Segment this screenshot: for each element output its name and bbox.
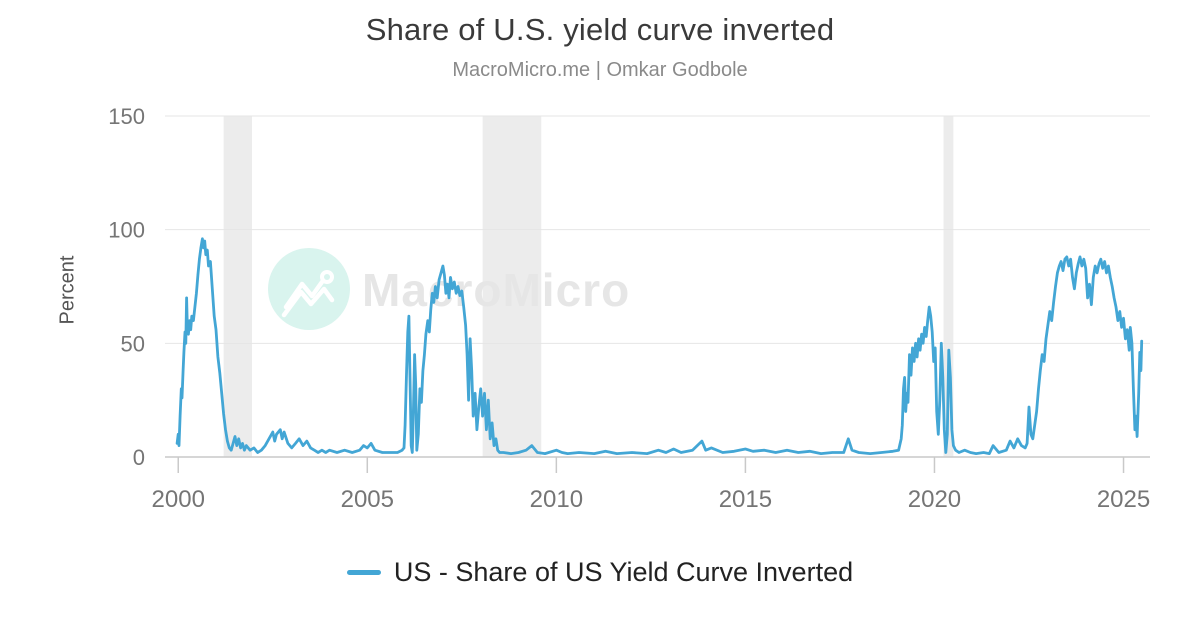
logo-zigzag-icon <box>283 279 325 310</box>
series-line-us-yield-curve[interactable] <box>175 237 1144 455</box>
watermark-text: MacroMicro <box>362 264 630 316</box>
chart-subtitle: MacroMicro.me | Omkar Godbole <box>452 59 748 81</box>
chart-title: Share of U.S. yield curve inverted <box>365 12 835 47</box>
x-tick-label: 2005 <box>341 486 394 513</box>
legend-item-us[interactable]: US - Share of US Yield Curve Inverted <box>346 556 854 588</box>
y-tick-label: 50 <box>121 331 145 356</box>
legend-swatch-icon <box>346 569 381 575</box>
x-tick-label: 2000 <box>152 486 205 513</box>
y-tick-label: 150 <box>108 104 145 129</box>
recession-band <box>223 116 252 457</box>
x-tick-label: 2025 <box>1097 486 1150 513</box>
y-tick-label: 100 <box>108 218 145 243</box>
logo-zigzag-icon <box>281 286 335 318</box>
recession-band <box>482 116 542 457</box>
logo-ring-icon <box>320 270 334 284</box>
legend: US - Share of US Yield Curve Inverted <box>0 552 1200 592</box>
x-tick-label: 2020 <box>908 486 961 513</box>
recession-band <box>943 116 954 457</box>
legend-label: US - Share of US Yield Curve Inverted <box>393 556 854 587</box>
x-tick-label: 2015 <box>719 486 772 513</box>
y-tick-label: 0 <box>133 445 145 470</box>
x-tick-label: 2010 <box>530 486 583 513</box>
